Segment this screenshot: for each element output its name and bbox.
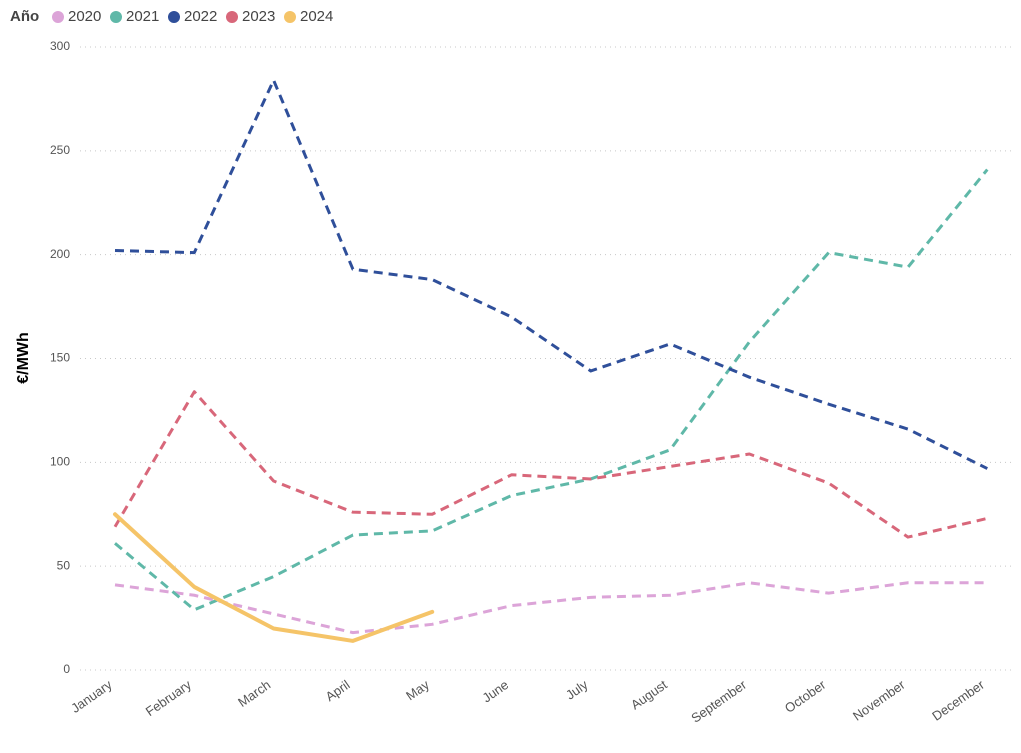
- x-tick-label: May: [403, 677, 432, 704]
- y-axis-label: €/MWh: [15, 332, 32, 384]
- legend-label: 2022: [184, 8, 217, 25]
- series-line: [113, 512, 435, 643]
- series-line: [114, 78, 988, 470]
- x-tick-label: June: [479, 677, 511, 705]
- legend-label: 2021: [126, 8, 159, 25]
- x-tick-label: February: [143, 677, 195, 719]
- y-tick-label: 300: [50, 39, 70, 53]
- legend-label: 2020: [68, 8, 101, 25]
- x-tick-label: November: [850, 677, 908, 724]
- legend-marker: [226, 11, 238, 23]
- y-tick-label: 200: [50, 247, 70, 261]
- x-tick-label: September: [688, 677, 749, 726]
- y-tick-label: 50: [57, 558, 71, 572]
- legend-marker: [52, 11, 64, 23]
- legend-marker: [110, 11, 122, 23]
- series-line: [114, 168, 989, 612]
- legend-marker: [168, 11, 180, 23]
- series-line: [114, 581, 988, 635]
- y-tick-label: 0: [63, 662, 70, 676]
- legend-label: 2023: [242, 8, 275, 25]
- x-tick-label: April: [323, 677, 353, 704]
- x-tick-label: October: [782, 677, 829, 716]
- legend-marker: [284, 11, 296, 23]
- x-tick-label: March: [235, 677, 273, 710]
- y-tick-label: 150: [50, 351, 70, 365]
- y-tick-label: 250: [50, 143, 70, 157]
- legend-label: 2024: [300, 8, 333, 25]
- legend-title: Año: [10, 8, 39, 25]
- series-line: [113, 390, 988, 539]
- x-tick-label: January: [68, 677, 115, 716]
- x-tick-label: December: [929, 677, 987, 724]
- y-tick-label: 100: [50, 455, 70, 469]
- x-tick-label: August: [628, 677, 670, 713]
- x-tick-label: July: [563, 677, 591, 703]
